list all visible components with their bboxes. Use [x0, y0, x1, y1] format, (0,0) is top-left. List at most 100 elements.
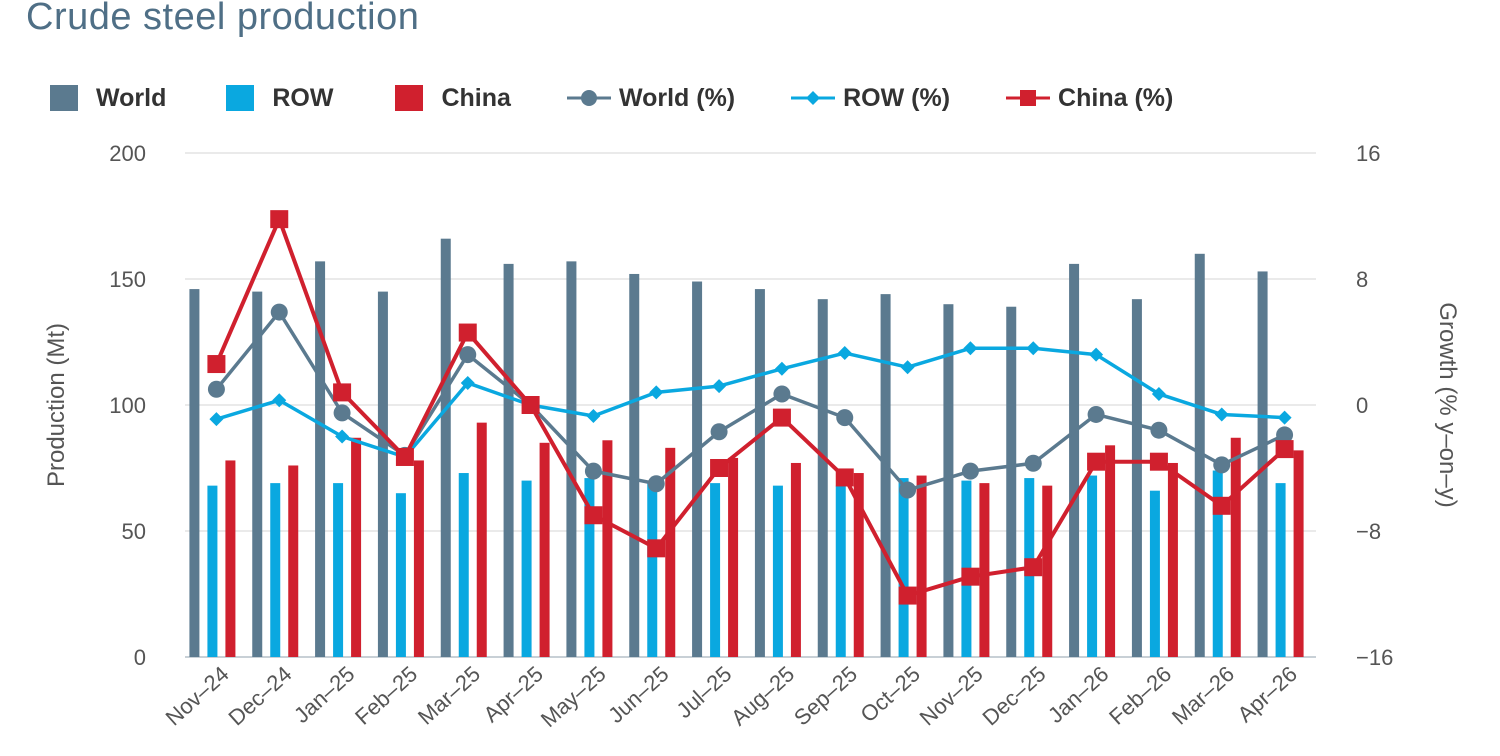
x-tick-label: Dec–25: [978, 661, 1051, 730]
legend-swatch-row-pct: [791, 91, 836, 105]
bar-row: [1087, 475, 1098, 657]
legend: World ROW China World (%) ROW (%) China …: [50, 80, 1173, 116]
point-china: [898, 586, 917, 605]
point-world: [584, 462, 602, 480]
x-tick-label: Nov–25: [915, 661, 988, 730]
point-world: [270, 303, 288, 321]
point-row: [335, 429, 350, 444]
bar-china: [476, 422, 487, 657]
point-row: [209, 412, 224, 427]
legend-item-row-pct[interactable]: ROW (%): [791, 84, 950, 113]
legend-swatch-world-pct: [566, 90, 611, 106]
x-tick-label: Mar–25: [413, 661, 485, 729]
bar-world: [1194, 253, 1205, 658]
x-tick-label: Sep–25: [789, 661, 862, 730]
y-tick-label: 0: [134, 645, 146, 670]
bar-row: [521, 480, 532, 657]
line-row: [215, 346, 1285, 459]
point-row: [774, 361, 789, 376]
bar-world: [440, 238, 451, 657]
legend-label-china-pct: China (%): [1058, 83, 1174, 112]
bar-world: [817, 299, 828, 657]
bar-world: [1006, 306, 1017, 657]
legend-item-row[interactable]: ROW: [226, 84, 333, 113]
point-row: [900, 360, 915, 375]
bar-china: [288, 465, 299, 657]
point-row: [963, 341, 978, 356]
legend-label-china: China: [441, 83, 511, 112]
point-world: [836, 409, 854, 427]
bar-world: [377, 291, 388, 657]
legend-item-china-pct[interactable]: China (%): [1006, 84, 1173, 113]
bar-world: [503, 263, 514, 657]
bar-china: [413, 460, 424, 657]
legend-label-world: World: [96, 83, 167, 112]
legend-swatch-china: [395, 85, 424, 111]
x-tick-label: Dec–24: [224, 661, 297, 730]
legend-label-row-pct: ROW (%): [843, 83, 951, 112]
point-row: [712, 379, 727, 394]
bar-row: [1275, 483, 1286, 657]
bar-row: [458, 473, 469, 657]
bar-world: [1257, 271, 1268, 657]
bar-row: [1149, 490, 1160, 657]
bar-china: [225, 460, 236, 657]
y2-tick-label: 16: [1356, 141, 1380, 166]
point-china: [1024, 558, 1043, 577]
point-china: [395, 447, 414, 466]
point-row: [1214, 407, 1229, 422]
point-china: [835, 468, 854, 487]
point-china: [458, 323, 477, 342]
x-tick-label: Oct–25: [855, 661, 924, 727]
point-china: [1149, 452, 1168, 471]
bar-row: [333, 483, 344, 657]
point-china: [961, 567, 980, 586]
bar-world: [629, 273, 640, 657]
point-china: [521, 396, 540, 414]
y2-tick-label: 0: [1356, 393, 1368, 418]
line-china: [214, 217, 1286, 598]
bar-row: [1212, 470, 1223, 657]
bar-row: [395, 493, 406, 657]
point-china: [584, 506, 603, 525]
bar-china: [539, 442, 550, 657]
bar-world: [754, 289, 765, 657]
bar-world: [252, 291, 263, 657]
point-row: [460, 375, 475, 390]
point-row: [649, 385, 664, 400]
point-row: [586, 409, 601, 424]
point-row: [837, 346, 852, 361]
legend-swatch-row: [226, 85, 255, 111]
x-tick-label: Jan–25: [289, 661, 359, 728]
legend-item-world-pct[interactable]: World (%): [566, 84, 735, 113]
bar-china: [916, 475, 927, 657]
point-china: [772, 408, 791, 427]
bar-world: [315, 261, 326, 657]
bar-china: [1167, 462, 1178, 657]
legend-swatch-china-pct: [1006, 90, 1051, 106]
bar-china: [979, 483, 990, 657]
legend-item-world[interactable]: World: [50, 84, 166, 113]
point-world: [1087, 405, 1105, 423]
x-tick-label: Apr–26: [1232, 661, 1301, 727]
y2-tick-label: −16: [1356, 645, 1393, 670]
bar-china: [1230, 437, 1241, 657]
bar-row: [584, 478, 595, 657]
bar-world: [189, 289, 200, 657]
legend-label-row: ROW: [272, 83, 334, 112]
y-tick-label: 200: [109, 141, 146, 166]
legend-item-china[interactable]: China: [395, 83, 511, 113]
point-china: [1087, 452, 1106, 471]
bar-row: [772, 485, 783, 657]
bar-row: [207, 485, 218, 657]
x-tick-label: Jun–25: [603, 661, 673, 728]
point-row: [1151, 386, 1166, 401]
bar-world: [880, 294, 891, 657]
x-tick-label: Apr–25: [478, 661, 547, 727]
y2-axis-title: Growth (% y–on–y): [1434, 302, 1461, 507]
point-world: [899, 481, 917, 499]
x-tick-label: May–25: [536, 661, 611, 732]
point-china: [647, 539, 666, 558]
x-tick-label: Aug–25: [726, 661, 799, 730]
legend-swatch-world: [50, 85, 78, 111]
